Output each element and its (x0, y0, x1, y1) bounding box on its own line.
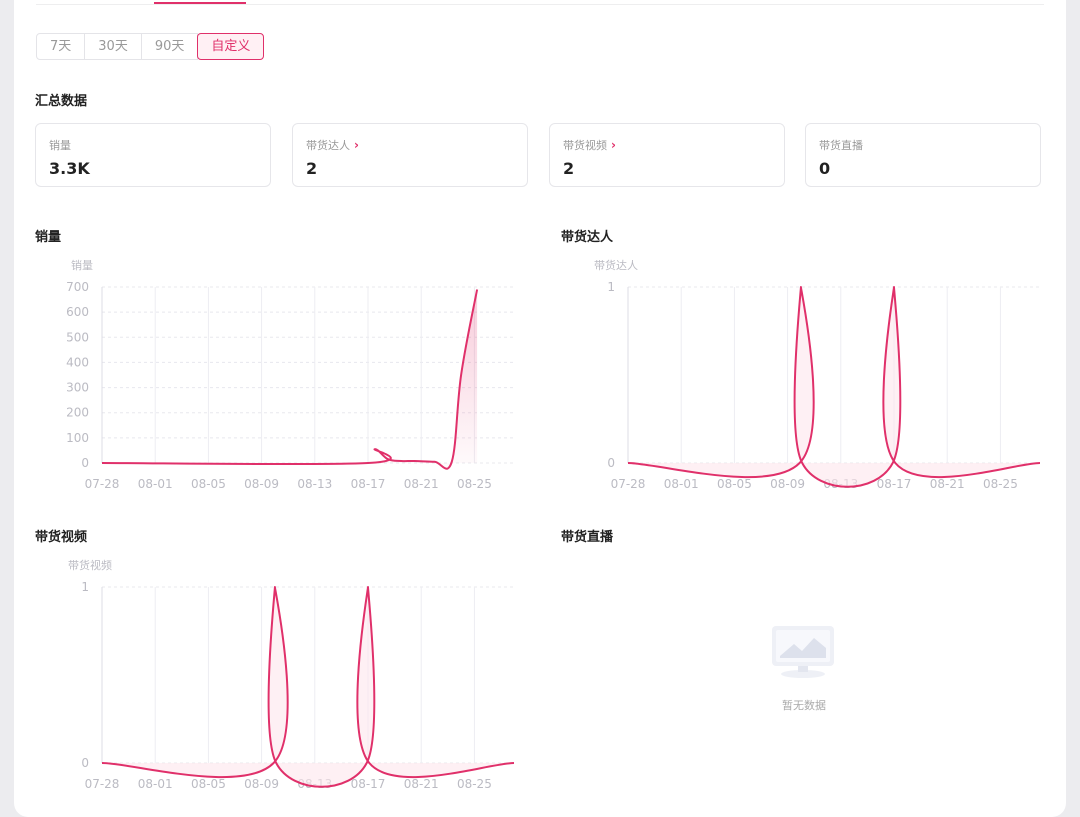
x-tick-label: 08-01 (138, 777, 173, 791)
x-tick-label: 08-09 (244, 777, 279, 791)
y-tick-label: 200 (66, 406, 89, 420)
y-tick-label: 400 (66, 355, 89, 369)
stat-label: 带货达人 (306, 139, 350, 152)
series-area (628, 287, 1040, 487)
y-tick-label: 1 (607, 280, 615, 294)
y-tick-label: 500 (66, 330, 89, 344)
videos-chart-title: 带货视频 (35, 530, 88, 545)
stat-card-sales: 销量 3.3K (35, 123, 271, 187)
tab-divider (36, 4, 1044, 5)
range-90d-button[interactable]: 90天 (140, 33, 199, 60)
range-7d-button[interactable]: 7天 (36, 33, 86, 60)
stat-value: 0 (819, 159, 831, 178)
chevron-right-icon[interactable]: › (611, 138, 616, 152)
x-tick-label: 08-09 (244, 477, 279, 491)
x-tick-label: 08-21 (404, 777, 439, 791)
stat-label: 带货视频 (563, 139, 607, 152)
videos-chart: 带货视频0107-2808-0108-0508-0908-1308-1708-2… (68, 558, 514, 791)
empty-chart-icon (772, 626, 834, 678)
x-tick-label: 08-17 (351, 477, 386, 491)
x-tick-label: 08-17 (351, 777, 386, 791)
x-tick-label: 08-21 (404, 477, 439, 491)
x-tick-label: 08-05 (717, 477, 752, 491)
y-tick-label: 1 (81, 580, 89, 594)
x-tick-label: 08-17 (877, 477, 912, 491)
talents-chart: 带货达人0107-2808-0108-0508-0908-1308-1708-2… (594, 258, 1040, 491)
y-axis-label: 带货达人 (594, 258, 638, 272)
y-axis-label: 销量 (71, 258, 93, 272)
sales-chart: 销量 0 100 200 300 400 500 600 700 07-28 08-01 08-05 0… (66, 258, 514, 491)
stat-card-talents[interactable]: 带货达人 › 2 (292, 123, 528, 187)
range-30d-button[interactable]: 30天 (84, 33, 142, 60)
x-tick-label: 08-01 (664, 477, 699, 491)
stat-label: 带货直播 (819, 139, 863, 152)
x-tick-label: 08-05 (191, 777, 226, 791)
empty-state (770, 624, 836, 688)
x-tick-label: 08-21 (930, 477, 965, 491)
series-area (102, 587, 514, 787)
chevron-right-icon[interactable]: › (354, 138, 359, 152)
x-tick-label: 08-13 (297, 477, 332, 491)
y-tick-label: 0 (607, 456, 615, 470)
series-line (627, 285, 1040, 488)
y-axis-label: 带货视频 (68, 558, 112, 572)
stat-value: 3.3K (49, 159, 90, 178)
x-tick-label: 08-25 (457, 477, 492, 491)
series-line (101, 585, 514, 788)
summary-title: 汇总数据 (35, 94, 88, 109)
x-tick-label: 07-28 (611, 477, 646, 491)
stat-value: 2 (563, 159, 575, 178)
y-tick-label: 700 (66, 280, 89, 294)
series-line (101, 289, 479, 470)
x-tick-label: 08-25 (983, 477, 1018, 491)
live-chart-title: 带货直播 (561, 530, 614, 545)
x-tick-label: 08-09 (770, 477, 805, 491)
talents-chart-title: 带货达人 (561, 230, 614, 245)
date-range-selector: 7天 30天 90天 自定义 (36, 33, 265, 60)
y-tick-label: 0 (81, 456, 89, 470)
active-tab-indicator (154, 2, 246, 4)
empty-state-text: 暂无数据 (782, 699, 826, 712)
sales-chart-title: 销量 (35, 230, 62, 245)
stat-card-videos[interactable]: 带货视频 › 2 (549, 123, 785, 187)
x-tick-label: 07-28 (85, 477, 120, 491)
stat-value: 2 (306, 159, 318, 178)
x-tick-label: 08-01 (138, 477, 173, 491)
y-tick-label: 100 (66, 431, 89, 445)
y-tick-label: 300 (66, 381, 89, 395)
stat-label: 销量 (49, 139, 71, 152)
x-tick-label: 08-05 (191, 477, 226, 491)
y-tick-label: 0 (81, 756, 89, 770)
x-tick-label: 07-28 (85, 777, 120, 791)
data-panel: 7天 30天 90天 自定义 汇总数据 销量 3.3K 带货达人 › 2 带货视频… (14, 0, 1066, 817)
x-tick-label: 08-25 (457, 777, 492, 791)
y-tick-label: 600 (66, 305, 89, 319)
range-custom-button[interactable]: 自定义 (197, 33, 265, 60)
stat-card-live: 带货直播 0 (805, 123, 1041, 187)
